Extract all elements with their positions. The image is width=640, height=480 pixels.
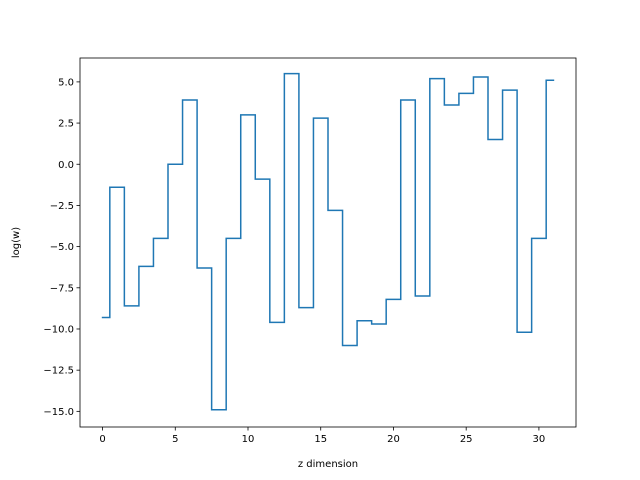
series-layer xyxy=(101,72,555,411)
y-tick-label: 2.5 xyxy=(58,119,74,130)
y-tick-label: −7.5 xyxy=(50,283,74,294)
y-tick-label: −12.5 xyxy=(43,366,74,377)
y-axis-ticks: −15.0 −12.5 −10.0 −7.5 −5.0 −2.5 0.0 2.5 5.0 xyxy=(43,77,80,418)
plot-frame xyxy=(79,57,577,428)
y-tick-label: 0.0 xyxy=(58,160,74,171)
x-tick-label: 5 xyxy=(172,434,178,445)
x-axis-ticks: 0 5 10 15 20 25 30 xyxy=(99,427,545,445)
x-tick-label: 25 xyxy=(460,434,473,445)
y-tick-label: −15.0 xyxy=(43,407,74,418)
plot-area xyxy=(80,58,576,427)
x-tick-label: 0 xyxy=(99,434,105,445)
y-tick-label: −10.0 xyxy=(43,324,74,335)
y-tick-label: −2.5 xyxy=(50,201,74,212)
y-axis-label: log(w) xyxy=(11,227,22,258)
x-tick-label: 30 xyxy=(533,434,546,445)
y-tick-label: −5.0 xyxy=(50,242,74,253)
x-axis-label: z dimension xyxy=(298,459,358,470)
x-tick-label: 15 xyxy=(314,434,327,445)
x-tick-label: 10 xyxy=(242,434,255,445)
y-tick-label: 5.0 xyxy=(58,77,74,88)
x-tick-label: 20 xyxy=(387,434,400,445)
step-line-series xyxy=(101,72,555,411)
